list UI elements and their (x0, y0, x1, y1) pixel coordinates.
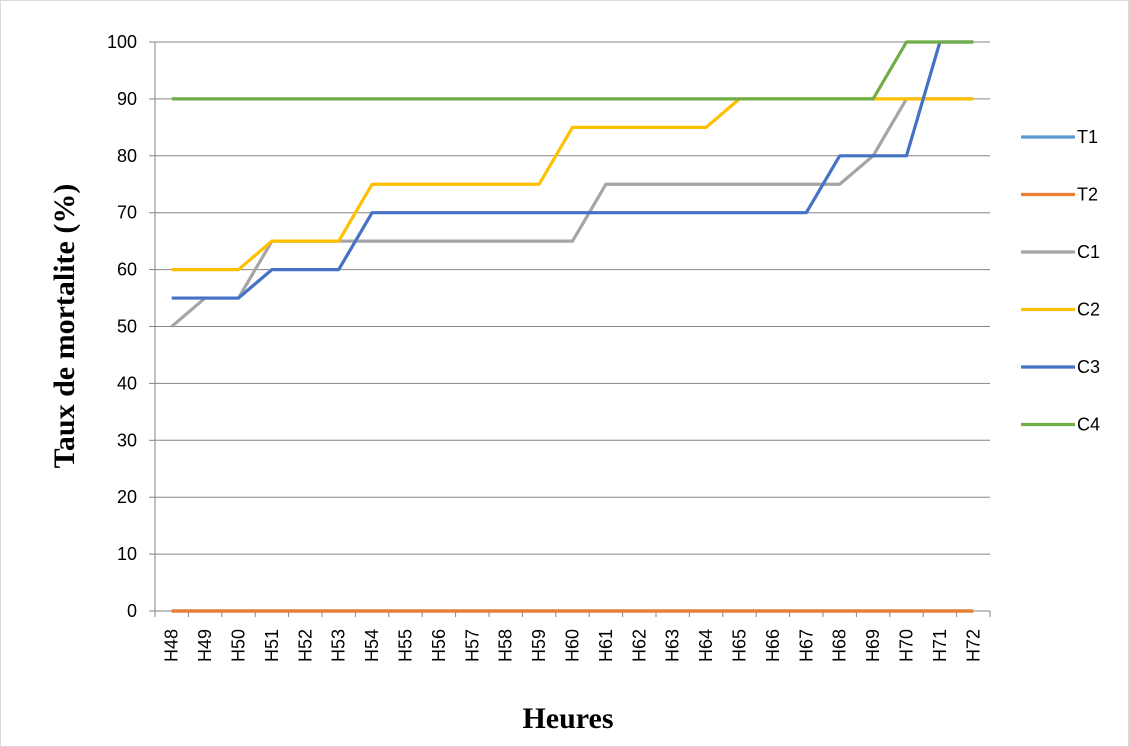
x-tick-label: H62 (629, 629, 649, 662)
x-tick-label: H60 (563, 629, 583, 662)
y-tick-label: 90 (117, 89, 137, 109)
y-tick-label: 70 (117, 203, 137, 223)
x-tick-label: H56 (429, 629, 449, 662)
legend-label-c1: C1 (1077, 242, 1100, 262)
x-tick-label: H58 (496, 629, 516, 662)
series-line-c3 (171, 40, 974, 300)
x-tick-label: H71 (930, 629, 950, 662)
x-tick-label: H72 (963, 629, 983, 662)
legend-label-c2: C2 (1077, 300, 1100, 320)
gridlines (149, 41, 990, 612)
y-tick-label: 60 (117, 260, 137, 280)
legend-label-t2: T2 (1077, 185, 1098, 205)
y-tick-label: 80 (117, 146, 137, 166)
x-tick-label: H61 (596, 629, 616, 662)
x-tick-label: H57 (462, 629, 482, 662)
x-tick-label: H55 (396, 629, 416, 662)
x-tick-label: H63 (663, 629, 683, 662)
y-tick-labels: 0 10 20 30 40 50 60 70 80 90 100 (107, 32, 137, 621)
x-tick-label: H70 (897, 629, 917, 662)
x-tick-label: H48 (162, 629, 182, 662)
x-tick-label: H68 (830, 629, 850, 662)
x-tick-labels: H48 H49 H50 H51 H52 H53 H54 H55 H56 H57 H58 H59 H60 H… (162, 629, 984, 662)
y-tick-label: 50 (117, 317, 137, 337)
x-axis-title: Heures (522, 702, 613, 735)
x-tick-label: H64 (696, 629, 716, 662)
x-tick-label: H52 (295, 629, 315, 662)
x-tick-label: H53 (329, 629, 349, 662)
legend-label-t1: T1 (1077, 127, 1098, 147)
legend-label-c4: C4 (1077, 415, 1100, 435)
x-tick-label: H65 (730, 629, 750, 662)
series-line-c4 (171, 40, 974, 101)
y-axis-title: Taux de mortalite (%) (48, 184, 81, 469)
x-tick-label: H69 (863, 629, 883, 662)
x-tick-label: H66 (763, 629, 783, 662)
y-tick-label: 100 (107, 32, 137, 52)
y-tick-label: 0 (127, 601, 137, 621)
y-tick-label: 40 (117, 373, 137, 393)
y-tick-label: 10 (117, 544, 137, 564)
series-line-c2 (171, 97, 974, 272)
x-tick-label: H49 (195, 629, 215, 662)
x-tick-label: H51 (262, 629, 282, 662)
x-tick-label: H67 (796, 629, 816, 662)
legend-label-c3: C3 (1077, 357, 1100, 377)
y-tick-label: 20 (117, 487, 137, 507)
y-tick-label: 30 (117, 430, 137, 450)
x-tick-label: H59 (529, 629, 549, 662)
x-tick-label: H54 (362, 629, 382, 662)
x-tick-label: H50 (229, 629, 249, 662)
series-lines (170, 40, 974, 613)
legend: T1 T2 C1 C2 C3 C4 (1021, 127, 1100, 435)
